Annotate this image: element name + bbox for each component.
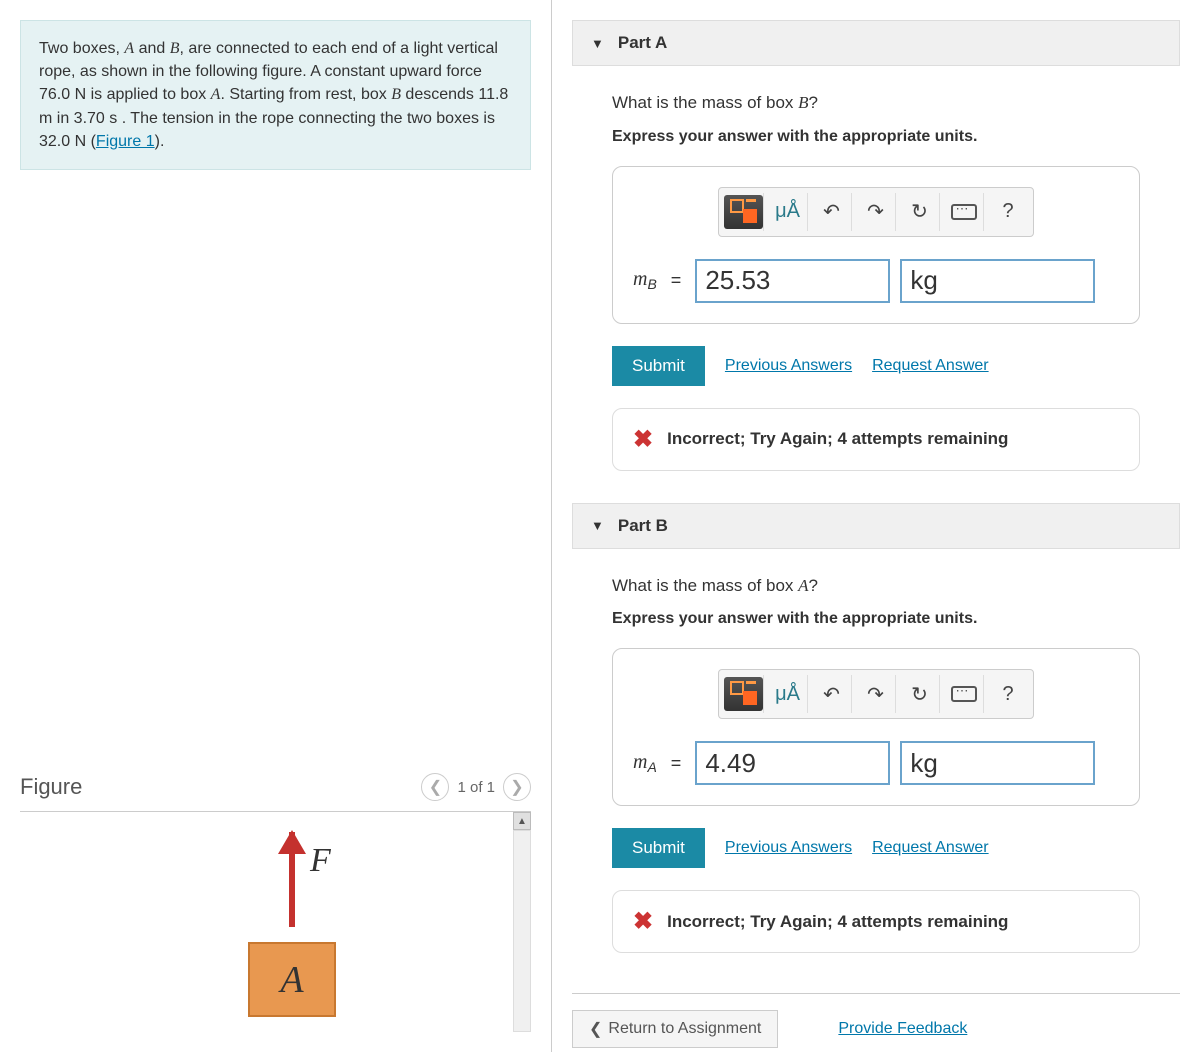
part-a-body: What is the mass of box B? Express your … [572, 66, 1180, 483]
part-a-unit-input[interactable] [900, 259, 1095, 303]
collapse-icon: ▼ [591, 518, 604, 533]
part-b-request-answer-link[interactable]: Request Answer [872, 839, 989, 857]
part-b-submit-button[interactable]: Submit [612, 828, 705, 868]
part-a-previous-answers-link[interactable]: Previous Answers [725, 357, 852, 375]
keyboard-icon [951, 686, 977, 702]
part-a-question: What is the mass of box B? [612, 90, 1140, 116]
footer-bar: ❮ Return to Assignment Provide Feedback [572, 993, 1180, 1048]
part-b-title: Part B [618, 516, 668, 536]
part-b-var-label: mA [633, 751, 657, 775]
part-b-header[interactable]: ▼ Part B [572, 503, 1180, 549]
problem-var-a1: A [124, 40, 134, 57]
box-a-label: A [280, 958, 303, 1002]
keyboard-button[interactable] [944, 193, 984, 231]
right-panel: ▼ Part A What is the mass of box B? Expr… [552, 0, 1200, 1052]
part-b-body: What is the mass of box A? Express your … [572, 549, 1180, 966]
part-a-submit-button[interactable]: Submit [612, 346, 705, 386]
keyboard-icon [951, 204, 977, 220]
return-label: Return to Assignment [608, 1020, 761, 1038]
redo-button[interactable]: ↷ [856, 675, 896, 713]
problem-var-b1: B [170, 40, 180, 57]
part-a-request-answer-link[interactable]: Request Answer [872, 357, 989, 375]
problem-text-2: and [134, 40, 170, 57]
undo-button[interactable]: ↶ [812, 193, 852, 231]
collapse-icon: ▼ [591, 36, 604, 51]
part-a-instruction: Express your answer with the appropriate… [612, 128, 1140, 146]
part-b-answer-row: mA = [633, 741, 1119, 785]
equals-sign: = [671, 270, 682, 291]
physics-diagram: F A [20, 812, 531, 1032]
figure-body: ▲ F A [20, 812, 531, 1032]
problem-var-a2: A [211, 86, 221, 103]
figure-link[interactable]: Figure 1 [96, 133, 155, 150]
part-a-toolbar: μÅ ↶ ↷ ↻ ? [718, 187, 1034, 237]
part-b-answer-box: μÅ ↶ ↷ ↻ ? mA = [612, 648, 1140, 806]
problem-statement: Two boxes, A and B, are connected to eac… [20, 20, 531, 170]
undo-button[interactable]: ↶ [812, 675, 852, 713]
part-a-answer-box: μÅ ↶ ↷ ↻ ? mB = [612, 166, 1140, 324]
help-button[interactable]: ? [988, 193, 1028, 231]
part-a-var-label: mB [633, 268, 657, 292]
part-a-feedback: ✖ Incorrect; Try Again; 4 attempts remai… [612, 408, 1140, 471]
figure-prev-button[interactable]: ❮ [421, 773, 449, 801]
force-arrow-icon [278, 832, 284, 927]
part-b-toolbar: μÅ ↶ ↷ ↻ ? [718, 669, 1034, 719]
incorrect-icon: ✖ [633, 907, 653, 936]
figure-counter: 1 of 1 [457, 779, 495, 796]
provide-feedback-link[interactable]: Provide Feedback [838, 1020, 967, 1038]
figure-header: Figure ❮ 1 of 1 ❯ [20, 763, 531, 812]
units-tool-button[interactable]: μÅ [768, 193, 808, 231]
keyboard-button[interactable] [944, 675, 984, 713]
problem-text-6: . Starting from rest, box [220, 86, 391, 103]
part-a-feedback-text: Incorrect; Try Again; 4 attempts remaini… [667, 429, 1008, 449]
return-to-assignment-button[interactable]: ❮ Return to Assignment [572, 1010, 778, 1048]
force-label: F [310, 842, 331, 880]
part-b-value-input[interactable] [695, 741, 890, 785]
problem-text-0: Two boxes, [39, 40, 124, 57]
part-b-submit-row: Submit Previous Answers Request Answer [612, 828, 1140, 868]
box-a-shape: A [248, 942, 336, 1017]
chevron-left-icon: ❮ [589, 1019, 602, 1039]
part-b-feedback: ✖ Incorrect; Try Again; 4 attempts remai… [612, 890, 1140, 953]
part-b-unit-input[interactable] [900, 741, 1095, 785]
figure-nav: ❮ 1 of 1 ❯ [421, 773, 531, 801]
figure-section: Figure ❮ 1 of 1 ❯ ▲ F A [20, 763, 531, 1032]
part-a-value-input[interactable] [695, 259, 890, 303]
part-a-title: Part A [618, 33, 667, 53]
part-b-instruction: Express your answer with the appropriate… [612, 610, 1140, 628]
left-panel: Two boxes, A and B, are connected to eac… [0, 0, 552, 1052]
template-tool-button[interactable] [724, 675, 764, 713]
problem-var-b2: B [391, 86, 401, 103]
part-a-answer-row: mB = [633, 259, 1119, 303]
reset-button[interactable]: ↻ [900, 675, 940, 713]
part-b-feedback-text: Incorrect; Try Again; 4 attempts remaini… [667, 912, 1008, 932]
units-tool-button[interactable]: μÅ [768, 675, 808, 713]
reset-button[interactable]: ↻ [900, 193, 940, 231]
part-a-header[interactable]: ▼ Part A [572, 20, 1180, 66]
figure-title: Figure [20, 774, 82, 800]
template-tool-button[interactable] [724, 193, 764, 231]
figure-next-button[interactable]: ❯ [503, 773, 531, 801]
part-b-previous-answers-link[interactable]: Previous Answers [725, 839, 852, 857]
equals-sign: = [671, 753, 682, 774]
help-button[interactable]: ? [988, 675, 1028, 713]
incorrect-icon: ✖ [633, 425, 653, 454]
problem-text-10: ). [155, 133, 165, 150]
part-a-submit-row: Submit Previous Answers Request Answer [612, 346, 1140, 386]
part-b-question: What is the mass of box A? [612, 573, 1140, 599]
redo-button[interactable]: ↷ [856, 193, 896, 231]
